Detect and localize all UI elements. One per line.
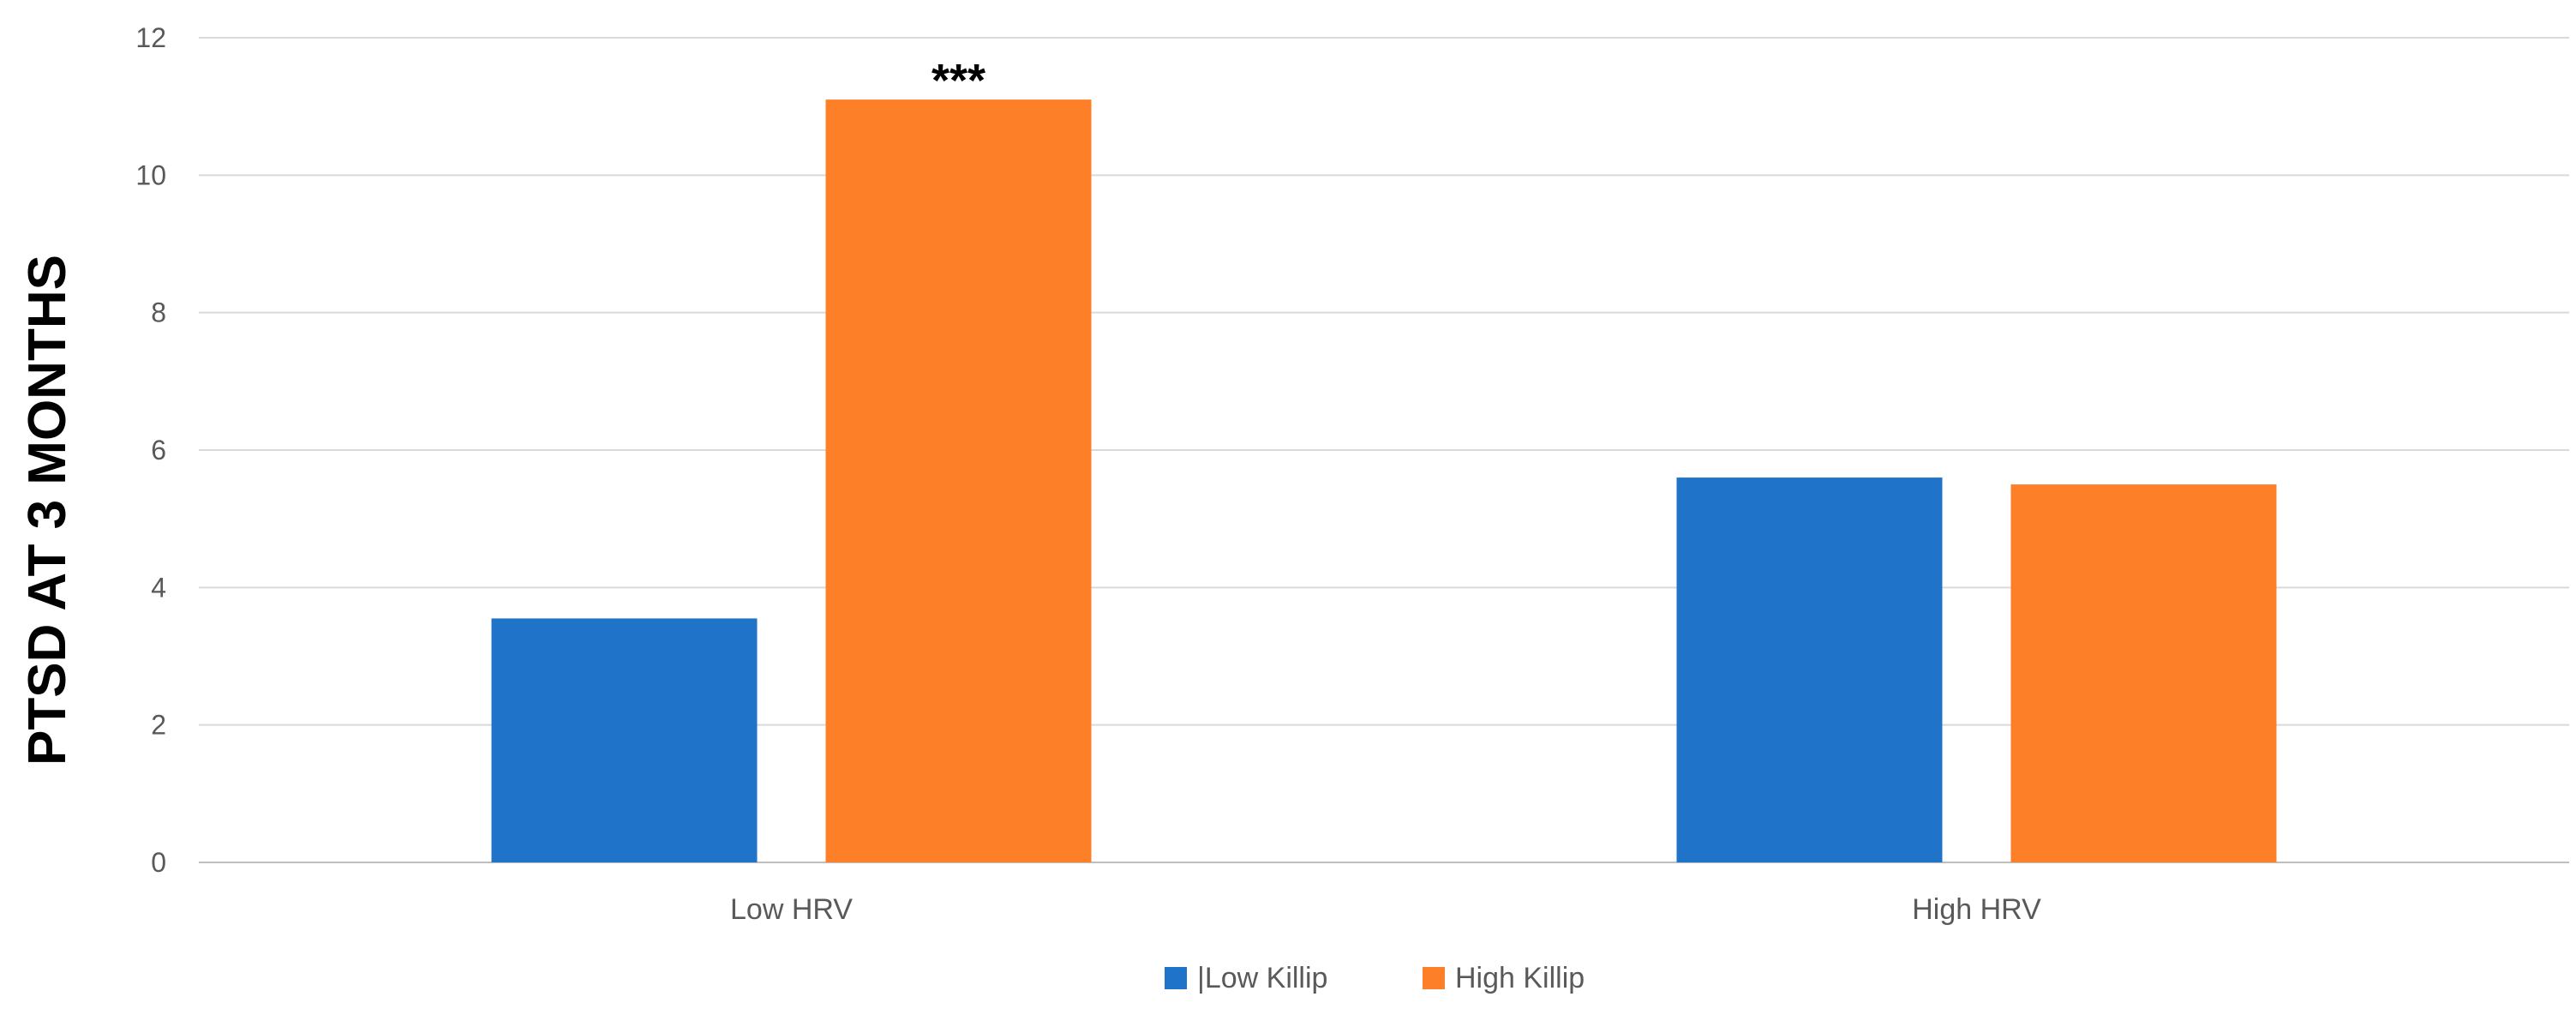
legend-swatch bbox=[1423, 967, 1445, 989]
y-tick-label: 0 bbox=[151, 847, 166, 878]
y-tick-label: 8 bbox=[151, 297, 166, 328]
x-category-label: Low HRV bbox=[730, 893, 853, 926]
legend-swatch bbox=[1165, 967, 1187, 989]
y-tick-label: 10 bbox=[135, 159, 166, 190]
bars bbox=[491, 99, 2277, 862]
y-tick-label: 4 bbox=[151, 572, 166, 603]
legend-label: |Low Killip bbox=[1197, 962, 1327, 994]
bar-high-hrv-low-killip bbox=[1676, 477, 1943, 862]
y-axis-label: PTSD AT 3 MONTHS bbox=[18, 255, 77, 766]
significance-marker: *** bbox=[932, 55, 985, 106]
y-tick-label: 12 bbox=[135, 22, 166, 53]
x-axis-categories: Low HRV High HRV bbox=[730, 893, 2041, 926]
bar-high-hrv-high-killip bbox=[2010, 484, 2277, 862]
bar-low-hrv-low-killip bbox=[491, 618, 758, 862]
y-tick-label: 2 bbox=[151, 710, 166, 741]
y-axis-ticks: 0 2 4 6 8 10 12 bbox=[135, 22, 166, 878]
bar-low-hrv-high-killip bbox=[825, 99, 1092, 862]
x-category-label: High HRV bbox=[1912, 893, 2041, 926]
annotations: *** bbox=[932, 55, 985, 106]
legend-label: High Killip bbox=[1455, 962, 1585, 994]
y-tick-label: 6 bbox=[151, 435, 166, 465]
legend: |Low Killip High Killip bbox=[1165, 962, 1585, 994]
